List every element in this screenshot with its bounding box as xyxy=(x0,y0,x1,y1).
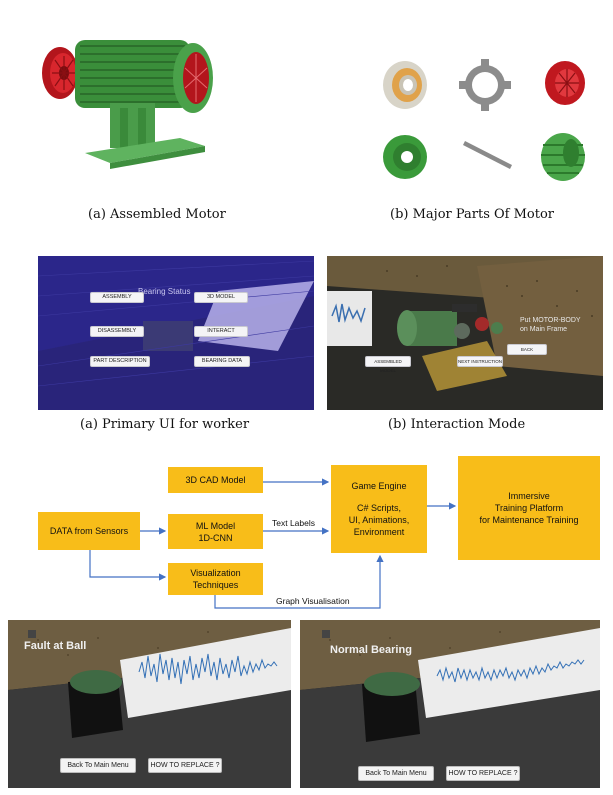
fault-at-ball-screenshot: Fault at Ball Back To Main Menu HOW TO R… xyxy=(8,620,291,788)
caption-assembled-motor: (a) Assembled Motor xyxy=(88,207,226,222)
game-engine-line1: C# Scripts, xyxy=(356,503,401,513)
flowchart-arrows xyxy=(89,478,457,609)
platform-line1: Immersive xyxy=(508,491,550,501)
interaction-mode-screenshot: Put MOTOR-BODY on Main Frame ASSEMBLED M… xyxy=(327,256,603,410)
text-labels-edge-label: Text Labels xyxy=(272,518,315,528)
assembled-motor-image xyxy=(30,18,230,193)
ml-model-line2: 1D-CNN xyxy=(198,532,233,543)
part-description-button[interactable]: PART DESCRIPTION xyxy=(90,356,150,367)
visualization-box: Visualization Techniques xyxy=(168,563,263,595)
caption-interaction-mode: (b) Interaction Mode xyxy=(388,417,526,432)
back-to-main-menu-button[interactable]: Back To Main Menu xyxy=(358,766,434,781)
game-engine-title: Game Engine xyxy=(351,481,407,491)
next-instruction-button[interactable]: NEXT INSTRUCTION xyxy=(457,356,503,367)
disassembly-button[interactable]: DISASSEMBLY xyxy=(90,326,144,337)
ml-model-line1: ML Model xyxy=(195,520,236,531)
bearing-status-label: Bearing Status xyxy=(138,287,191,296)
fault-vibration-plot xyxy=(138,653,278,685)
game-engine-line2: UI, Animations, xyxy=(348,515,410,525)
back-to-main-menu-button[interactable]: Back To Main Menu xyxy=(60,758,136,773)
sensors-to-vis-arrow xyxy=(89,550,167,581)
primary-ui-screenshot: Bearing Status ASSEMBLY 3D MODEL DISASSE… xyxy=(38,256,314,410)
training-platform-box: Immersive Training Platform for Maintena… xyxy=(458,456,600,560)
cad-model-box: 3D CAD Model xyxy=(168,467,263,493)
cad-model-label: 3D CAD Model xyxy=(185,475,246,485)
graph-visualisation-edge-label: Graph Visualisation xyxy=(276,596,350,606)
bearing-data-button[interactable]: BEARING DATA xyxy=(194,356,250,367)
caption-major-parts: (b) Major Parts Of Motor xyxy=(390,207,555,222)
caption-primary-ui: (a) Primary UI for worker xyxy=(80,417,250,432)
sensors-box: DATA from Sensors xyxy=(38,512,140,550)
how-to-replace-button[interactable]: HOW TO REPLACE ? xyxy=(446,766,520,781)
normal-vibration-plot xyxy=(436,659,585,683)
normal-bearing-screenshot: Normal Bearing Back To Main Menu HOW TO … xyxy=(300,620,600,788)
platform-line2: Training Platform xyxy=(494,503,564,513)
game-engine-box: Game Engine C# Scripts, UI, Animations, … xyxy=(331,465,427,553)
back-button[interactable]: BACK xyxy=(507,344,547,355)
motor-parts-image xyxy=(375,45,595,195)
how-to-replace-button[interactable]: HOW TO REPLACE ? xyxy=(148,758,222,773)
ml-model-box: ML Model 1D-CNN xyxy=(168,514,263,549)
interact-button[interactable]: INTERACT xyxy=(194,326,248,337)
platform-line3: for Maintenance Training xyxy=(479,515,579,525)
visualization-line2: Techniques xyxy=(192,580,239,590)
vis-to-engine-arrow xyxy=(214,554,384,609)
fault-status-label: Fault at Ball xyxy=(24,640,87,652)
game-engine-line3: Environment xyxy=(353,527,405,537)
instruction-text: Put MOTOR-BODY on Main Frame xyxy=(520,317,581,333)
assembled-model-button[interactable]: ASSEMBLED MODEL xyxy=(365,356,411,373)
normal-status-label: Normal Bearing xyxy=(330,644,412,656)
assembly-button[interactable]: ASSEMBLY xyxy=(90,292,144,303)
3d-model-button[interactable]: 3D MODEL xyxy=(194,292,248,303)
visualization-line1: Visualization xyxy=(190,568,241,578)
sensors-label: DATA from Sensors xyxy=(49,526,129,536)
